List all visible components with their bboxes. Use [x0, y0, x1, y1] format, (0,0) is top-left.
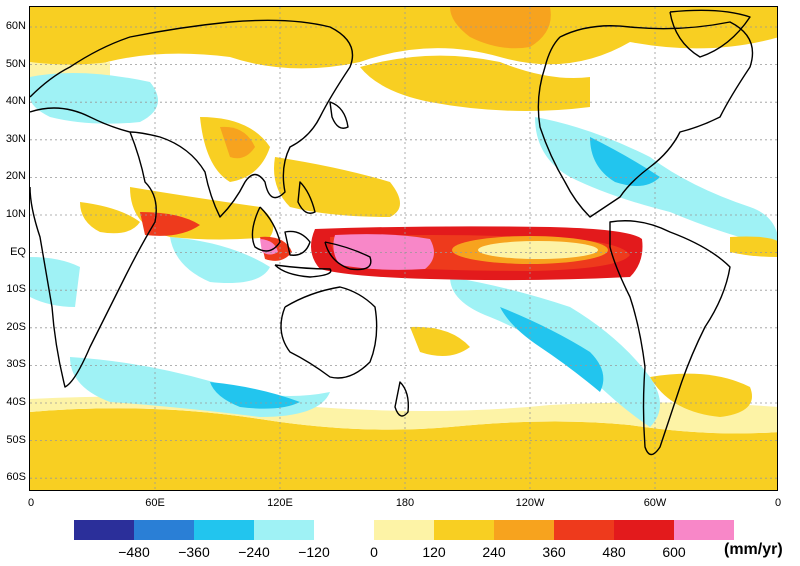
lon-label: 180 [395, 497, 415, 509]
india-orange [220, 126, 255, 159]
north-america-coast [537, 21, 754, 218]
north-pacific-yellow [360, 55, 590, 111]
lat-label: 30N [5, 132, 26, 145]
legend-label: 0 [370, 544, 378, 560]
east-atlantic-blue [30, 257, 80, 307]
lat-label: 60N [5, 20, 26, 32]
greenland-coast [669, 9, 751, 58]
legend-swatch [554, 520, 614, 540]
africa-yellow [80, 202, 140, 234]
maritime-yellow [274, 157, 400, 217]
mediterranean-blue [30, 73, 158, 124]
lon-label: 0 [27, 497, 35, 509]
eurasia-coast [30, 19, 354, 218]
legend-label: −480 [118, 544, 150, 560]
legend-label: −120 [298, 544, 330, 560]
south-indian-cyan [210, 382, 300, 409]
lon-label: 120E [267, 497, 293, 509]
australia-coast [280, 286, 378, 379]
legend-label: −240 [238, 544, 270, 560]
northern-yellow-band [30, 7, 777, 69]
tropical-atlantic-blue [535, 117, 777, 247]
legend-swatch [674, 520, 734, 540]
legend-swatch [74, 520, 134, 540]
lat-label: 40S [6, 396, 26, 408]
lat-label: 40N [5, 95, 26, 108]
lat-label: 60S [6, 471, 26, 484]
legend-swatch [134, 520, 194, 540]
legend-label: 240 [482, 544, 506, 560]
legend-swatch [614, 520, 674, 540]
lat-label: 30S [6, 358, 26, 371]
java-coast [274, 264, 332, 278]
lon-label: 60E [145, 497, 165, 509]
legend-label: 360 [542, 544, 566, 560]
legend-label: −360 [178, 544, 210, 560]
legend-swatch [374, 520, 434, 540]
south-pacific-darker [500, 307, 604, 392]
lat-label: 20S [6, 320, 26, 333]
legend-label: 120 [422, 544, 446, 560]
lat-label: 50S [6, 433, 26, 446]
south-america-coast [609, 220, 731, 456]
lat-label: 50N [5, 57, 26, 70]
legend-swatch [194, 520, 254, 540]
lon-label: 60W [643, 497, 667, 509]
legend-swatch [254, 520, 314, 540]
north-pacific-orange [450, 7, 551, 49]
lon-label: 120W [515, 497, 545, 509]
southern-yellow-band [30, 408, 777, 490]
lat-label: 20N [5, 170, 26, 183]
legend-swatch [434, 520, 494, 540]
legend-label: 480 [602, 544, 626, 560]
south-atlantic-yellow [650, 373, 752, 417]
legend-swatch [494, 520, 554, 540]
pink-max-region [333, 234, 434, 270]
indian-ocean-blue [170, 237, 270, 283]
japan-coast [329, 101, 349, 129]
map-panel [29, 6, 778, 491]
legend-label: 600 [662, 544, 686, 560]
africa-coast [30, 107, 157, 388]
lat-label: EQ [10, 245, 26, 258]
south-pacific-yellow [410, 326, 470, 356]
borneo-coast [284, 230, 311, 256]
malay-coast [251, 206, 281, 252]
legend-swatch [314, 520, 374, 540]
philippines-coast [297, 181, 316, 214]
lat-label: 10S [6, 283, 26, 296]
precipitation-anomaly-map [30, 7, 777, 490]
equatorial-light-core [478, 241, 598, 259]
new-guinea-coast [324, 241, 372, 271]
legend-unit: (mm/yr) [724, 541, 783, 558]
lon-label: 0 [774, 497, 782, 509]
south-pacific-blue [450, 277, 660, 427]
lat-label: 10N [5, 208, 26, 220]
atlantic-yellow [730, 236, 777, 257]
new-zealand-coast [394, 381, 410, 417]
